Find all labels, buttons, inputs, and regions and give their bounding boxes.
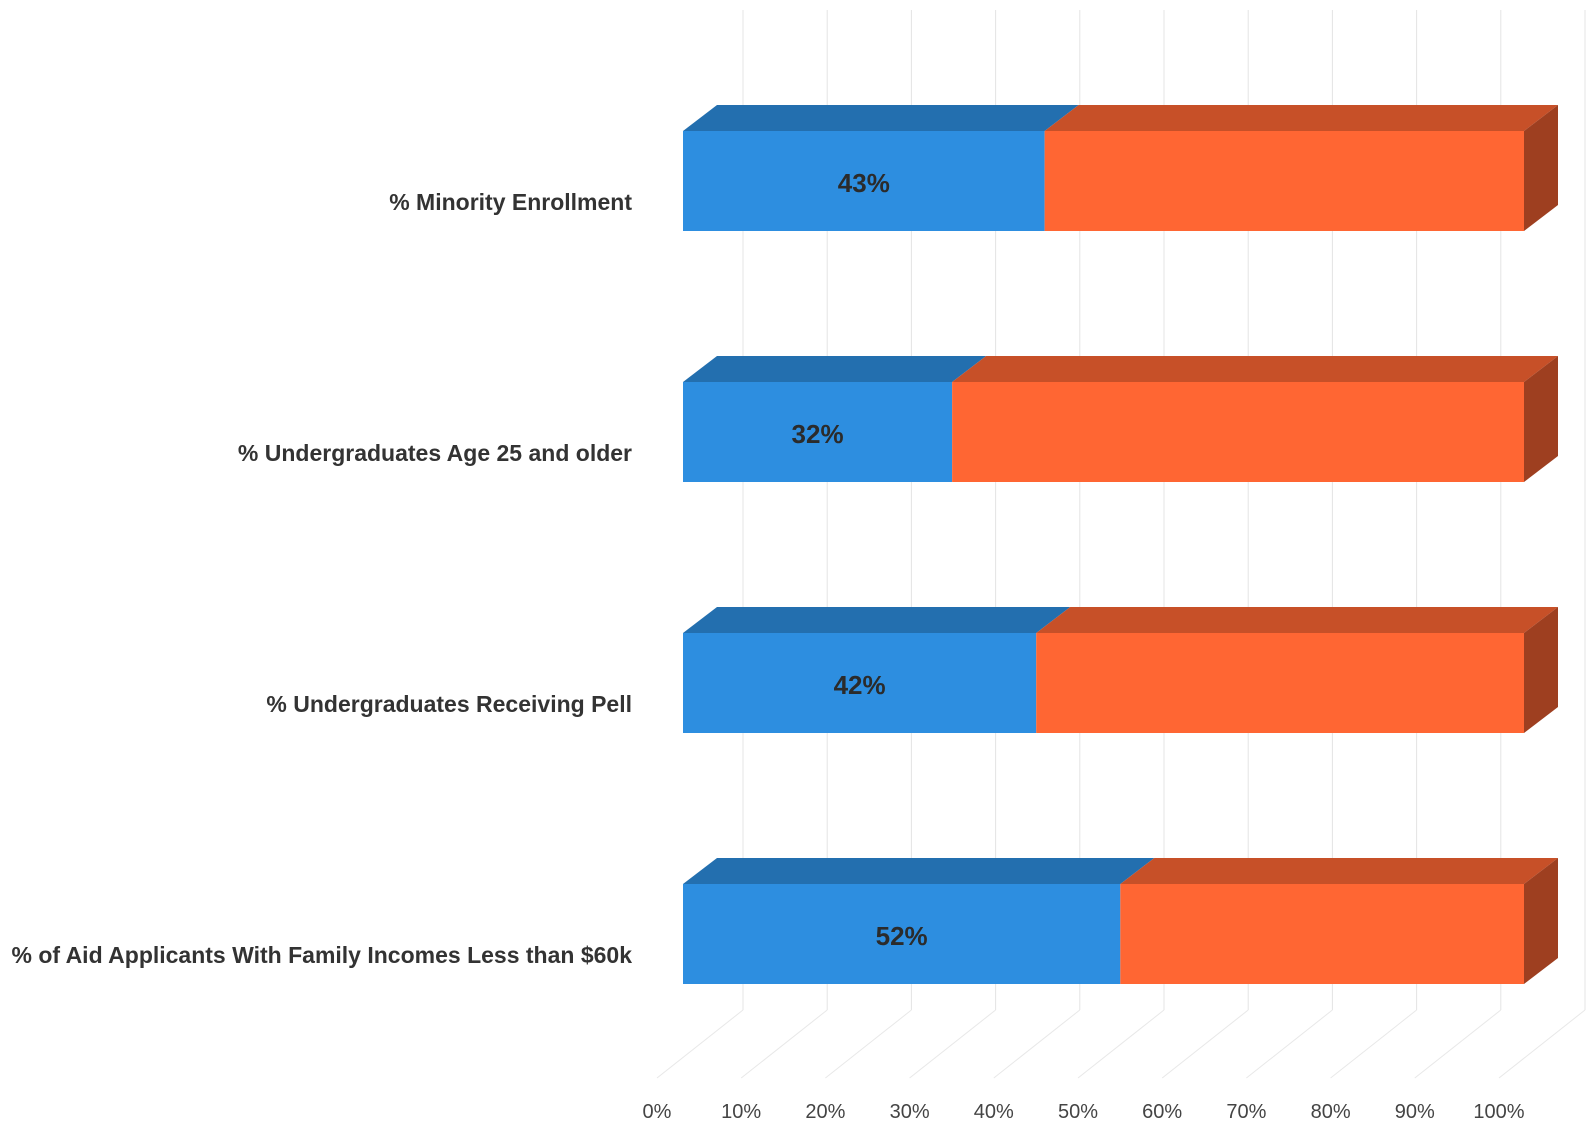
bar-segment-top (1120, 858, 1558, 884)
x-tick-label: 20% (805, 1101, 845, 1123)
floor-gridline (740, 1009, 828, 1079)
bar-segment (683, 131, 1045, 231)
floor-gridline (656, 1009, 744, 1079)
category-label: % Undergraduates Receiving Pell (266, 691, 632, 717)
bar-segment-top (683, 105, 1079, 131)
bar-segment-side (1524, 105, 1558, 231)
bar-segment (1120, 884, 1524, 984)
x-tick-label: 80% (1311, 1101, 1351, 1123)
bar-segment-side (1524, 607, 1558, 733)
bar-segment-side (1524, 356, 1558, 482)
floor-gridline (1498, 1009, 1586, 1079)
bar-segment (683, 884, 1121, 984)
floor-gridline (825, 1009, 912, 1079)
x-tick-label: 60% (1142, 1101, 1182, 1123)
x-tick-label: 30% (890, 1101, 930, 1123)
bar-segment-top (1036, 607, 1558, 633)
bar-segment-top (952, 356, 1558, 382)
bars (683, 105, 1558, 984)
x-tick-label: 0% (643, 1101, 672, 1123)
bar-segment-side (1524, 858, 1558, 984)
data-label: 42% (834, 670, 886, 700)
category-label: % Undergraduates Age 25 and older (238, 440, 632, 466)
bar-segment-top (683, 607, 1071, 633)
bar-segment-top (1044, 105, 1558, 131)
labels: 0% 10% 20% 30% 40% 50% 60% 70% 80% 90% 100% % Minor… (11, 168, 1524, 1123)
x-tick-label: 70% (1226, 1101, 1266, 1123)
bar-segment (952, 382, 1524, 482)
data-label: 52% (876, 921, 928, 951)
floor-gridline (1246, 1009, 1333, 1079)
x-tick-label: 50% (1058, 1101, 1098, 1123)
bar-segment-top (683, 356, 987, 382)
data-label: 32% (792, 419, 844, 449)
x-tick-label: 10% (721, 1101, 761, 1123)
bar-segment (683, 633, 1037, 733)
x-tick-label: 40% (974, 1101, 1014, 1123)
floor-gridline (1077, 1009, 1165, 1079)
x-tick-label: 100% (1473, 1101, 1524, 1123)
data-label: 43% (838, 168, 890, 198)
floor-gridline (993, 1009, 1081, 1079)
floor-gridline (1161, 1009, 1249, 1079)
floor-gridline (1330, 1009, 1417, 1079)
category-label: % Minority Enrollment (389, 189, 632, 215)
floor-gridline (909, 1009, 996, 1079)
floor-gridline (1414, 1009, 1502, 1079)
bar-segment (683, 382, 953, 482)
bar-segment (1036, 633, 1524, 733)
x-tick-label: 90% (1395, 1101, 1435, 1123)
bar-segment-top (683, 858, 1155, 884)
bar-segment (1044, 131, 1524, 231)
category-label: % of Aid Applicants With Family Incomes … (11, 942, 632, 968)
